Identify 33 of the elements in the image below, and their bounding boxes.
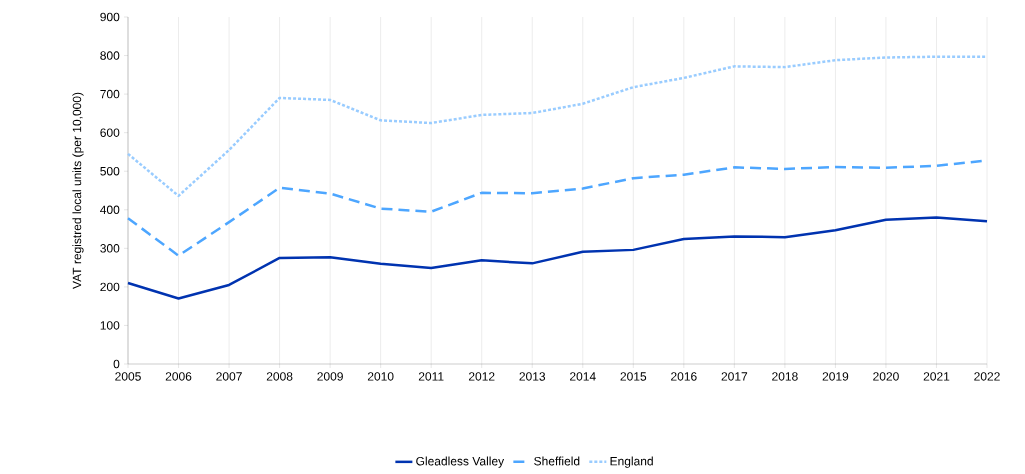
x-tick-label: 2009 bbox=[317, 372, 343, 381]
y-tick-label: 100 bbox=[100, 321, 120, 330]
x-tick-label: 2015 bbox=[620, 372, 647, 381]
x-tick-label: 2011 bbox=[418, 372, 444, 381]
y-tick-label: 200 bbox=[100, 282, 120, 292]
x-tick-label: 2007 bbox=[216, 372, 242, 381]
x-tick-label: 2006 bbox=[165, 372, 192, 381]
x-tick-label: 2020 bbox=[873, 372, 899, 381]
y-tick-label: 400 bbox=[100, 205, 120, 215]
line-series bbox=[126, 216, 989, 300]
legend-label: Gleadless Valley bbox=[416, 456, 505, 468]
y-tick-label: 600 bbox=[100, 128, 120, 137]
y-tick-label: 800 bbox=[100, 51, 120, 60]
y-axis-title: VAT registred local units (per 10,000) bbox=[72, 92, 84, 289]
y-tick-label: 0 bbox=[113, 359, 120, 369]
x-tick-label: 2018 bbox=[772, 372, 798, 381]
x-tick-label: 2010 bbox=[367, 372, 394, 381]
x-tick-label: 2014 bbox=[570, 372, 596, 381]
x-tick-label: 2017 bbox=[721, 372, 748, 381]
legend-label: England bbox=[610, 456, 653, 468]
y-tick-label: 500 bbox=[100, 166, 120, 176]
x-tick-label: 2022 bbox=[974, 372, 1000, 381]
y-tick-label: 900 bbox=[100, 12, 120, 22]
legend-label: Sheffield bbox=[534, 456, 580, 466]
y-tick-label: 300 bbox=[100, 244, 120, 253]
y-tick-label: 700 bbox=[100, 89, 120, 99]
x-tick-label: 2013 bbox=[519, 372, 546, 381]
x-tick-label: 2016 bbox=[671, 372, 697, 381]
x-tick-label: 2021 bbox=[923, 372, 950, 381]
x-tick-label: 2005 bbox=[115, 372, 141, 381]
x-tick-label: 2012 bbox=[468, 372, 495, 381]
x-tick-label: 2008 bbox=[266, 372, 293, 381]
x-tick-label: 2019 bbox=[822, 372, 849, 381]
